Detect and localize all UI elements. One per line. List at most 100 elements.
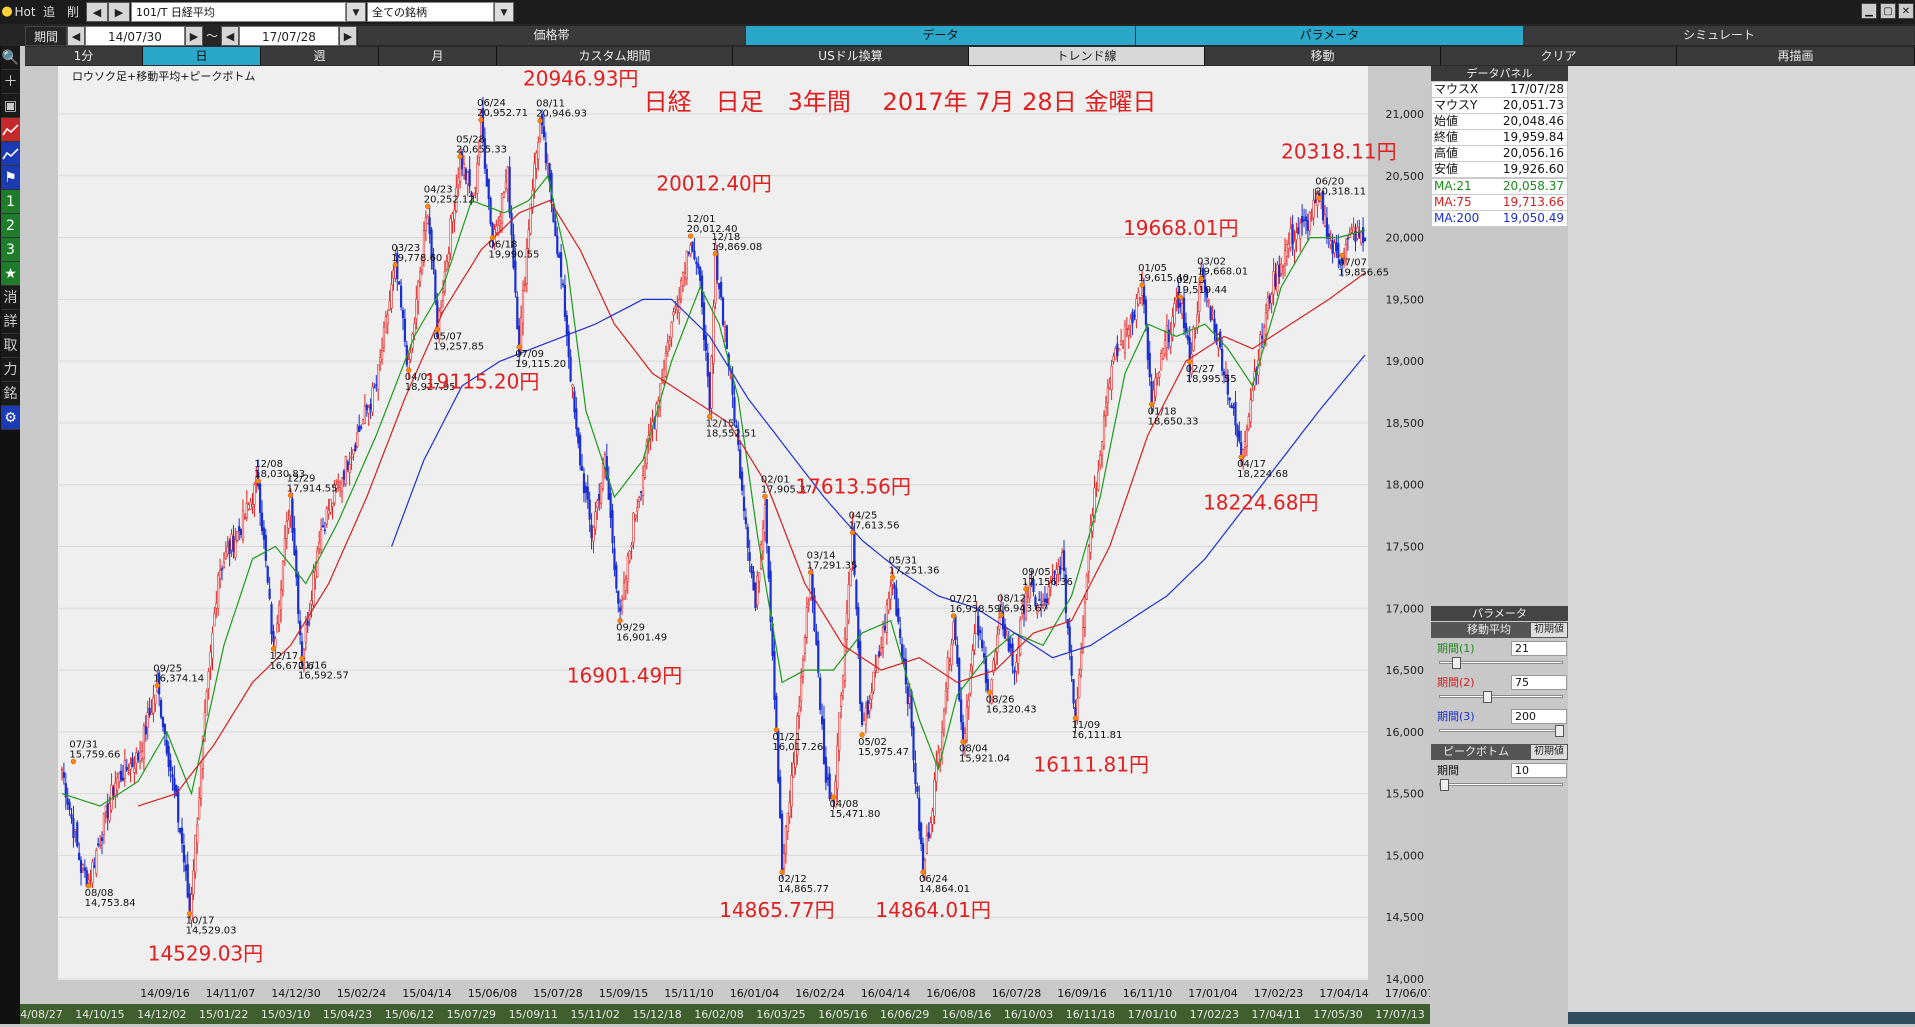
timeframe-button-0[interactable]: 1分 xyxy=(25,47,143,65)
data-row-label: マウスX xyxy=(1434,82,1479,96)
candle-body xyxy=(281,561,285,591)
candle-body xyxy=(641,475,645,496)
symbol-field[interactable]: 101/T 日経平均 xyxy=(131,2,346,22)
candle-body xyxy=(441,292,445,301)
ma-period-input[interactable]: 75 xyxy=(1511,675,1567,690)
layout-2-icon[interactable]: 2 xyxy=(1,214,20,238)
minimize-icon[interactable]: ▁ xyxy=(1861,3,1877,19)
candle-body xyxy=(152,697,155,714)
symbol-dropdown-icon[interactable]: ▼ xyxy=(346,2,366,22)
candle-body xyxy=(889,586,892,600)
candle-body xyxy=(285,520,288,539)
peak-value: 20,952.71 xyxy=(477,108,528,119)
plus-icon[interactable]: ＋ xyxy=(1,70,20,94)
ma-slider-thumb[interactable] xyxy=(1452,657,1461,669)
timeframe-button-9[interactable]: 再描画 xyxy=(1677,47,1915,65)
tab-2[interactable]: パラメータ xyxy=(1136,26,1524,45)
add-button[interactable]: 追 xyxy=(42,5,55,19)
layout-3-icon[interactable]: 3 xyxy=(1,238,20,262)
detail-icon[interactable]: 詳 xyxy=(1,310,20,334)
start-next-icon[interactable]: ▶ xyxy=(185,26,203,46)
tab-3[interactable]: シミュレート xyxy=(1524,26,1915,45)
candle-body xyxy=(180,827,184,844)
camera-icon[interactable]: ▣ xyxy=(1,94,20,118)
peak-value: 19,115.20 xyxy=(515,359,566,370)
y-tick-label: 20,500 xyxy=(1386,170,1425,183)
erase-icon[interactable]: 消 xyxy=(1,286,20,310)
search-icon[interactable]: 🔍 xyxy=(1,46,20,70)
universe-field[interactable]: 全ての銘柄 xyxy=(367,2,494,22)
pb-period-slider[interactable] xyxy=(1439,779,1563,791)
tab-1[interactable]: データ xyxy=(746,26,1136,45)
timeframe-button-6[interactable]: トレンド線 xyxy=(969,47,1205,65)
timeframe-button-3[interactable]: 月 xyxy=(379,47,497,65)
end-date-input[interactable]: 17/07/28 xyxy=(239,26,339,46)
ma-period-input[interactable]: 21 xyxy=(1511,641,1567,656)
next-symbol-icon[interactable]: ▶ xyxy=(108,2,130,22)
candle-body xyxy=(289,495,292,516)
layout-1-icon[interactable]: 1 xyxy=(1,190,20,214)
candle-body xyxy=(840,695,843,707)
candle-body xyxy=(849,569,852,587)
pb-reset-button[interactable]: 初期値 xyxy=(1531,745,1567,759)
chart-panel[interactable]: 14,000 14,500 15,000 15,500 16,000 16,500 17,0… xyxy=(13,66,1500,1024)
period-prev-icon[interactable]: ◀ xyxy=(67,26,85,46)
x-tick-label-bottom: 15/12/18 xyxy=(632,1008,681,1021)
peak-date: 07/21 xyxy=(950,594,979,605)
peak-date: 09/05 xyxy=(1022,567,1051,578)
ma-reset-button[interactable]: 初期値 xyxy=(1531,623,1567,637)
maximize-icon[interactable]: ▢ xyxy=(1880,3,1896,19)
close-icon[interactable]: ✕ xyxy=(1898,3,1914,19)
candle-body xyxy=(533,163,536,189)
symbol-icon[interactable]: 銘 xyxy=(1,382,20,406)
candlestick-chart[interactable]: 14,000 14,500 15,000 15,500 16,000 16,500 17,0… xyxy=(13,66,1500,1024)
peak-marker xyxy=(270,646,277,652)
timeframe-button-5[interactable]: USドル換算 xyxy=(733,47,969,65)
ma-period-input[interactable]: 200 xyxy=(1511,709,1567,724)
star-icon[interactable]: ★ xyxy=(1,262,20,286)
end-next-icon[interactable]: ▶ xyxy=(339,26,357,46)
candle-body xyxy=(1179,303,1182,308)
candle-body xyxy=(1327,233,1330,239)
timeframe-button-8[interactable]: クリア xyxy=(1441,47,1677,65)
timeframe-button-1[interactable]: 日 xyxy=(143,47,261,65)
candle-body xyxy=(937,752,940,763)
end-prev-icon[interactable]: ◀ xyxy=(221,26,239,46)
pb-slider-thumb[interactable] xyxy=(1440,779,1449,791)
candle-body xyxy=(838,712,841,751)
data-row-label: MA:200 xyxy=(1434,211,1480,225)
ma-period-slider[interactable] xyxy=(1439,691,1563,703)
x-tick-label: 16/06/08 xyxy=(926,987,975,1000)
timeframe-button-7[interactable]: 移動 xyxy=(1205,47,1441,65)
trade-icon[interactable]: 取 xyxy=(1,334,20,358)
timeframe-button-4[interactable]: カスタム期間 xyxy=(497,47,733,65)
peak-marker xyxy=(1339,252,1345,259)
ma-period-slider[interactable] xyxy=(1439,657,1563,669)
bulb-icon[interactable]: ● xyxy=(1,4,13,19)
timeframe-button-2[interactable]: 週 xyxy=(261,47,379,65)
flag-icon[interactable]: ⚑ xyxy=(1,166,20,190)
prev-symbol-icon[interactable]: ◀ xyxy=(86,2,108,22)
line-chart-icon[interactable] xyxy=(1,118,20,142)
start-date-input[interactable]: 14/07/30 xyxy=(85,26,185,46)
candle-body xyxy=(110,784,113,810)
tab-0[interactable]: 価格帯 xyxy=(358,26,746,45)
candle-body xyxy=(902,658,906,664)
moving-average-header: 移動平均 初期値 xyxy=(1431,622,1568,638)
peak-value: 19,615.40 xyxy=(1138,273,1189,284)
data-row-value: 19,959.84 xyxy=(1502,130,1564,144)
multi-line-icon[interactable] xyxy=(1,142,20,166)
ma-slider-thumb[interactable] xyxy=(1483,691,1492,703)
ma-slider-thumb[interactable] xyxy=(1555,725,1564,737)
universe-dropdown-icon[interactable]: ▼ xyxy=(494,2,514,22)
candle-body xyxy=(569,356,572,382)
ma-period-label: 期間(1) xyxy=(1437,642,1475,655)
delete-button[interactable]: 削 xyxy=(66,5,79,19)
hot-button[interactable]: Hot xyxy=(14,5,36,19)
gear-icon[interactable]: ⚙ xyxy=(1,406,20,430)
candle-body xyxy=(367,407,370,414)
pb-period-input[interactable]: 10 xyxy=(1511,763,1567,778)
peak-value: 19,257.85 xyxy=(433,341,484,352)
power-icon[interactable]: 力 xyxy=(1,358,20,382)
ma-period-slider[interactable] xyxy=(1439,725,1564,737)
